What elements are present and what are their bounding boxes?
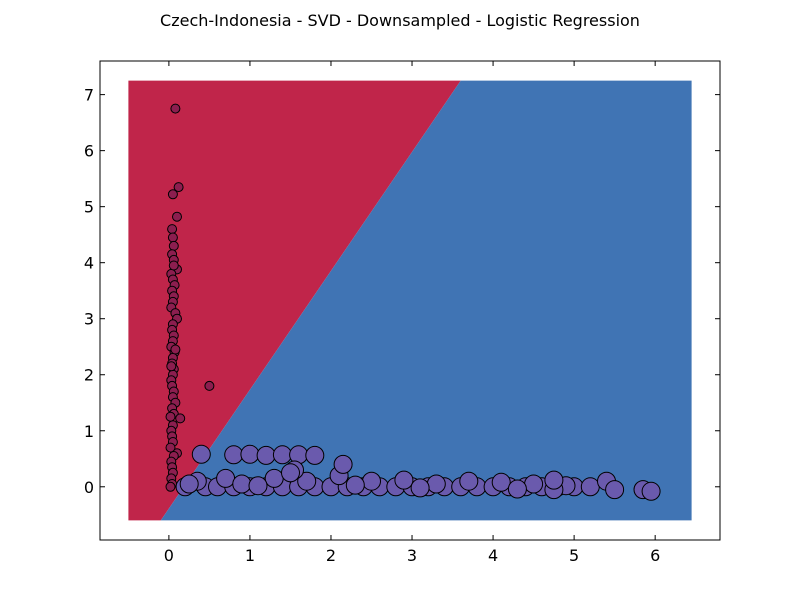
data-point-class-1 — [362, 471, 381, 491]
data-point-class-0 — [168, 240, 179, 251]
data-point-class-1 — [580, 477, 600, 497]
data-point-class-0 — [165, 411, 176, 422]
axis-ticks: 0 1 2 3 4 5 6 0 1 2 3 4 5 6 7 — [84, 61, 720, 565]
data-point-class-1 — [191, 444, 211, 464]
y-tick-label: 3 — [84, 310, 94, 329]
data-point-class-0 — [170, 344, 181, 355]
x-tick-label: 0 — [164, 546, 174, 565]
x-tick-label: 4 — [488, 546, 498, 565]
data-point-class-1 — [491, 472, 511, 492]
data-point-class-1 — [641, 481, 661, 501]
data-point-class-1 — [248, 476, 268, 496]
data-point-class-0 — [167, 189, 178, 200]
x-tick-label: 1 — [245, 546, 255, 565]
x-tick-label: 5 — [569, 546, 579, 565]
data-point-class-1 — [394, 470, 414, 490]
data-point-class-0 — [204, 380, 215, 391]
data-point-class-1 — [345, 475, 365, 495]
data-point-class-0 — [167, 224, 178, 235]
y-tick-label: 5 — [84, 198, 94, 217]
data-point-class-1 — [272, 445, 292, 465]
data-point-class-1 — [426, 474, 446, 494]
y-tick-label: 1 — [84, 422, 94, 441]
plot-area: 0 1 2 3 4 5 6 0 1 2 3 4 5 6 7 — [84, 60, 721, 565]
data-point-class-0 — [165, 481, 176, 492]
data-point-class-0 — [175, 413, 186, 424]
data-point-class-0 — [165, 442, 176, 453]
data-point-class-1 — [240, 444, 260, 464]
data-point-class-1 — [333, 454, 353, 474]
data-point-class-1 — [459, 471, 479, 491]
data-point-class-1 — [524, 474, 544, 494]
y-tick-label: 2 — [84, 366, 94, 385]
y-tick-label: 4 — [84, 254, 94, 273]
data-point-class-1 — [256, 445, 276, 465]
axes-frame — [99, 60, 721, 541]
y-tick-label: 6 — [84, 142, 94, 161]
x-tick-label: 6 — [650, 546, 660, 565]
data-point-class-1 — [544, 470, 564, 490]
scatter-points — [165, 103, 661, 501]
data-point-class-1 — [281, 463, 300, 483]
x-tick-label: 3 — [407, 546, 417, 565]
data-point-class-1 — [232, 474, 252, 494]
data-point-class-0 — [170, 103, 181, 114]
data-point-class-1 — [216, 468, 236, 488]
y-tick-label: 7 — [84, 86, 94, 105]
y-tick-label: 0 — [84, 478, 94, 497]
x-tick-label: 2 — [326, 546, 336, 565]
data-point-class-1 — [305, 445, 325, 465]
data-point-class-1 — [179, 474, 199, 494]
data-point-class-0 — [167, 232, 178, 243]
decision-region-class-1 — [160, 80, 692, 521]
decision-region-class-0 — [128, 80, 461, 521]
data-point-class-1 — [224, 445, 244, 465]
data-point-class-1 — [410, 478, 430, 498]
data-point-class-0 — [166, 361, 177, 372]
data-point-class-0 — [172, 211, 182, 222]
data-point-class-0 — [168, 260, 179, 271]
chart-title: Czech-Indonesia - SVD - Downsampled - Lo… — [160, 11, 640, 30]
data-point-class-1 — [264, 468, 284, 488]
data-point-class-1 — [297, 471, 317, 491]
data-point-class-1 — [507, 479, 527, 499]
data-point-class-0 — [173, 182, 184, 193]
data-point-class-1 — [605, 480, 625, 500]
